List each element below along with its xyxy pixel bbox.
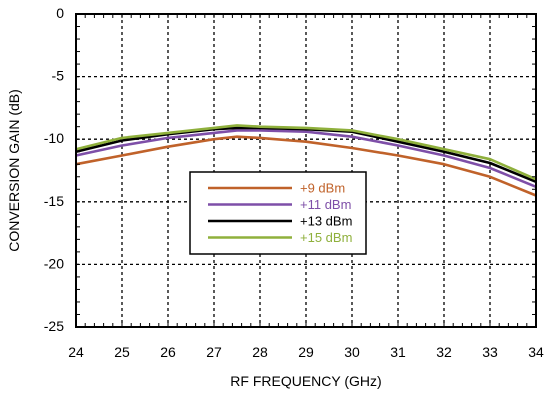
series-lines [75,124,537,197]
x-tick-label: 33 [482,344,498,360]
x-tick-label: 31 [390,344,406,360]
x-tick-label: 34 [528,344,544,360]
y-tick-labels: 0 -5 -10 -15 -20 -25 [44,5,64,334]
x-tick-label: 29 [298,344,314,360]
legend-label-3: +15 dBm [300,230,352,245]
x-tick-label: 32 [436,344,452,360]
legend: +9 dBm+11 dBm +13 dBm+15 dBm [189,171,367,255]
y-tick-label: -20 [44,255,64,271]
y-tick-label: -15 [44,193,64,209]
y-tick-label: -5 [52,68,65,84]
x-tick-label: 26 [160,344,176,360]
legend-label-0: +9 dBm [300,181,345,196]
legend-label-2: +13 dBm [300,214,352,229]
x-tick-label: 27 [206,344,222,360]
axis-ticks [75,13,537,328]
series-line-1 [75,129,537,189]
legend-label-1: +11 dBm [300,197,351,212]
x-tick-label: 25 [114,344,130,360]
series-line-3 [75,124,537,181]
y-tick-label: -10 [44,130,64,146]
legend-box [189,171,367,255]
x-axis-label: RF FREQUENCY (GHz) [230,373,381,389]
y-axis-label: CONVERSION GAIN (dB) [6,89,22,252]
y-tick-label: 0 [56,5,64,21]
x-tick-label: 30 [344,344,360,360]
x-tick-labels: 24 25 26 27 28 29 30 31 32 33 34 [68,344,544,360]
series-line-0 [75,135,537,197]
x-tick-label: 24 [68,344,84,360]
x-tick-label: 28 [252,344,268,360]
y-tick-label: -25 [44,318,64,334]
